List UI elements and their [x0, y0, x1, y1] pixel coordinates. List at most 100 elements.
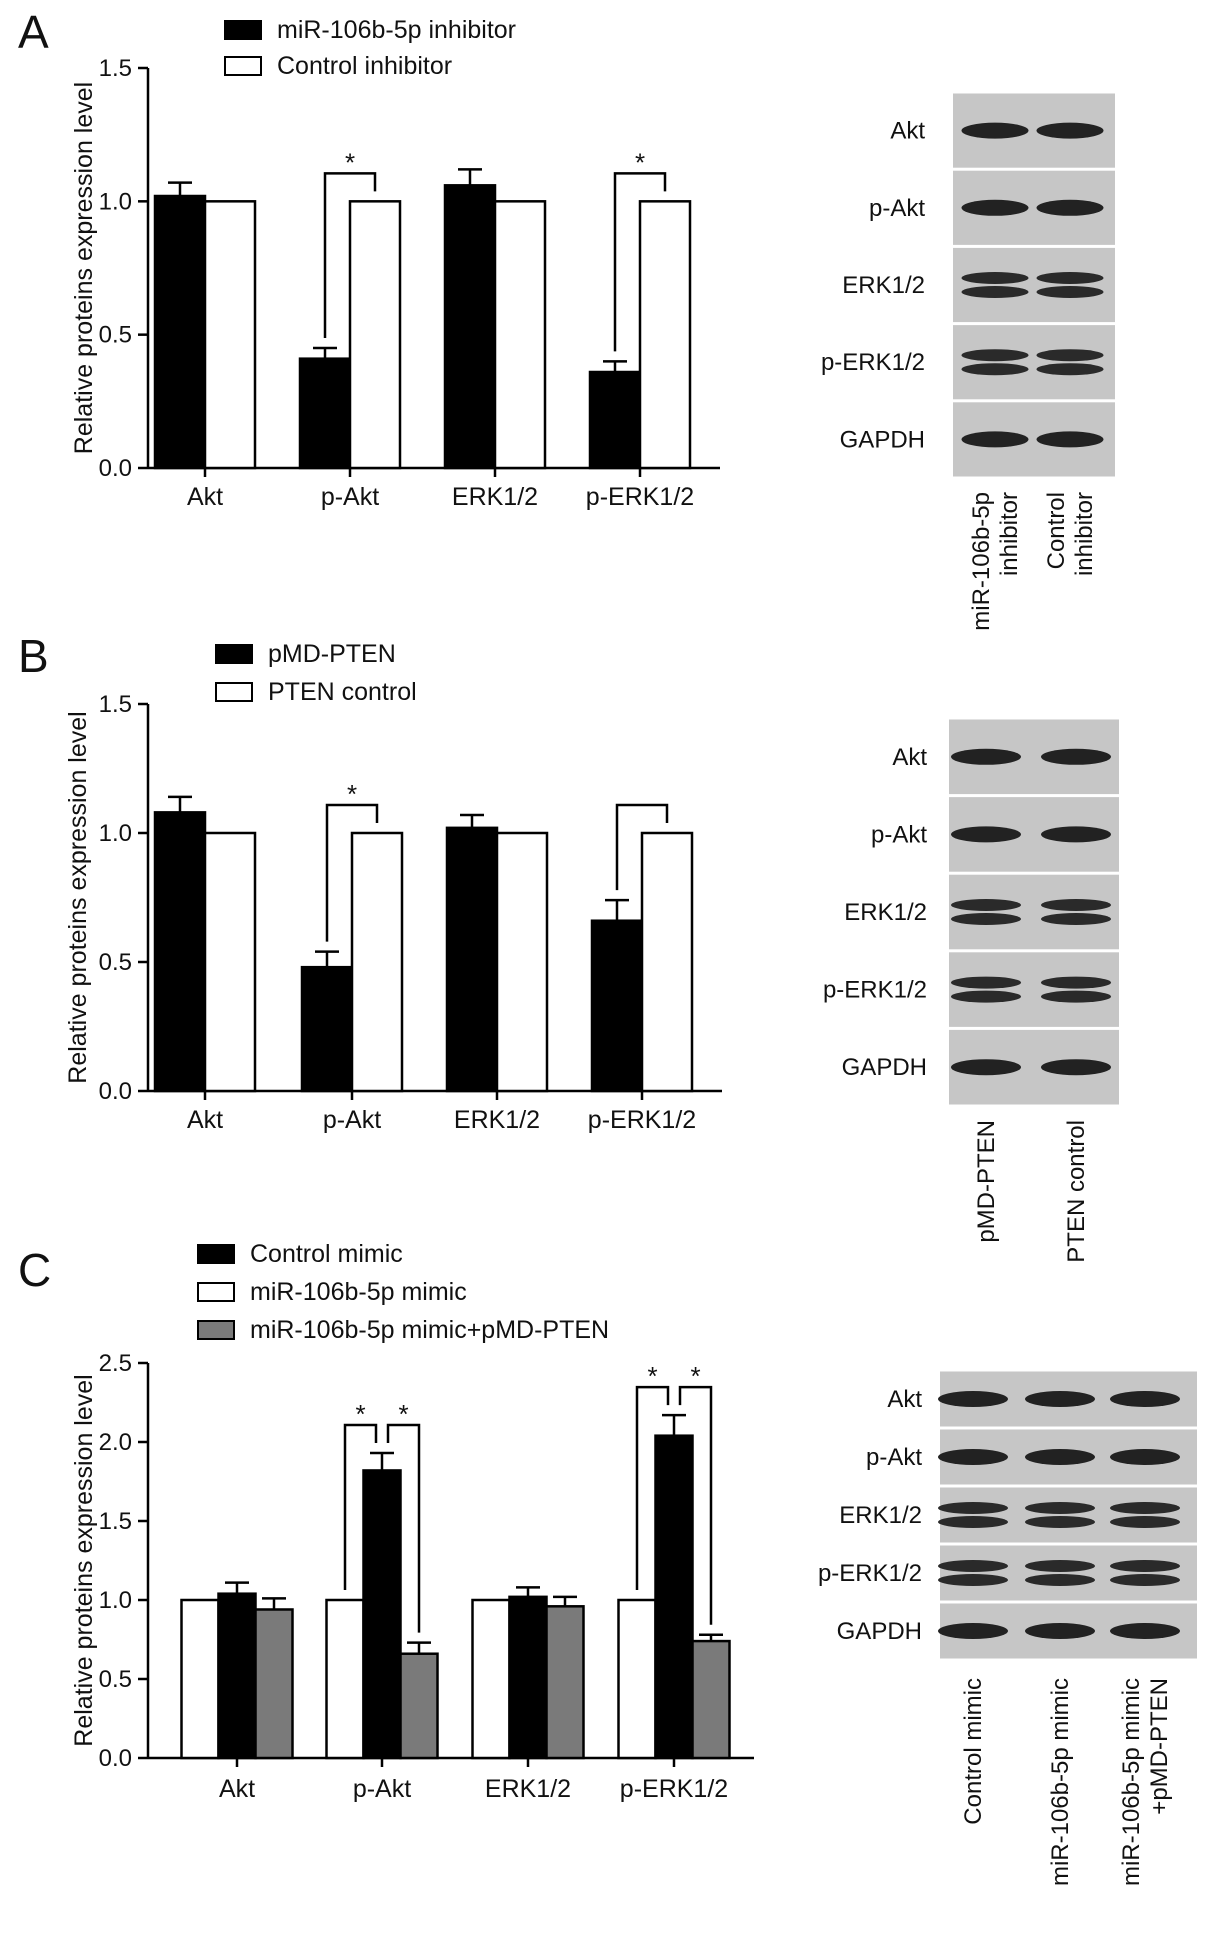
x-tick-label: p-ERK1/2: [586, 483, 694, 511]
blot-band: [1025, 1574, 1095, 1586]
blot-strip: [949, 952, 1119, 1027]
blot-band: [1036, 199, 1104, 216]
blot-band: [1036, 272, 1104, 284]
significance-star: *: [690, 1361, 700, 1391]
blot-row-label: GAPDH: [840, 426, 925, 453]
blot-strip: [949, 874, 1119, 950]
blot-row-label: ERK1/2: [839, 1502, 922, 1529]
y-tick-label: 1.5: [99, 1508, 132, 1535]
blot-band: [951, 976, 1021, 989]
blot-band: [938, 1516, 1008, 1528]
bar: [493, 200, 547, 470]
blot-band: [1110, 1502, 1180, 1514]
bar: [545, 1605, 585, 1760]
bar: [508, 1595, 548, 1760]
blot-band: [1041, 826, 1111, 843]
x-tick-label: Akt: [187, 483, 223, 511]
bar: [350, 831, 404, 1093]
blot-band: [961, 286, 1029, 298]
y-axis-label: Relative proteins expression level: [64, 711, 92, 1083]
blot-band: [1036, 363, 1104, 376]
significance-bracket: [323, 172, 377, 338]
blot-band: [1036, 286, 1104, 298]
blot-row-label: p-Akt: [866, 1444, 922, 1471]
blot-band: [1041, 1059, 1111, 1076]
x-tick-label: Akt: [187, 1106, 223, 1134]
legend-label: miR-106b-5p inhibitor: [277, 16, 516, 44]
legend-label: miR-106b-5p mimic: [250, 1278, 467, 1306]
blot-band: [1041, 899, 1111, 911]
blot-band: [961, 122, 1029, 139]
blot-band: [1110, 1574, 1180, 1586]
blot-row-label: GAPDH: [837, 1618, 922, 1645]
blot-band: [1110, 1623, 1180, 1639]
bar: [640, 831, 694, 1093]
y-tick-label: 0.0: [99, 455, 132, 482]
blot-lane-label: PTEN control: [1063, 1120, 1090, 1263]
blot-lane-label: miR-106b-5p mimic+pMD-PTEN: [1118, 1678, 1173, 1886]
blot-row-label: p-Akt: [871, 821, 927, 848]
blot-band: [1041, 913, 1111, 925]
x-tick-label: p-ERK1/2: [588, 1106, 696, 1134]
x-tick-label: ERK1/2: [452, 483, 538, 511]
y-tick-label: 1.0: [99, 188, 132, 215]
legend-swatch: [215, 644, 253, 664]
blot-band: [1041, 976, 1111, 989]
blot-band: [961, 363, 1029, 376]
legend-label: pMD-PTEN: [268, 640, 396, 668]
significance-bracket: [678, 1385, 713, 1625]
bar: [325, 1598, 365, 1760]
legend-label: Control inhibitor: [277, 52, 452, 80]
panel-letter: B: [18, 630, 49, 682]
bar: [180, 1598, 220, 1760]
legend-label: Control mimic: [250, 1240, 403, 1268]
blot-band: [1041, 990, 1111, 1003]
panel-letter: C: [18, 1244, 51, 1296]
legend-label: PTEN control: [268, 678, 417, 706]
y-tick-label: 1.0: [99, 1587, 132, 1614]
blot-band: [1041, 748, 1111, 765]
blot-band: [1036, 349, 1104, 362]
blot-row-label: Akt: [890, 118, 925, 145]
y-tick-label: 0.0: [99, 1078, 132, 1105]
blot-row-label: p-ERK1/2: [823, 977, 927, 1004]
y-tick-label: 0.5: [99, 322, 132, 349]
panel-letter: A: [18, 6, 49, 58]
blot-band: [938, 1623, 1008, 1639]
bar: [153, 194, 207, 470]
blot-band: [961, 349, 1029, 362]
bar: [362, 1469, 402, 1760]
bar: [300, 965, 354, 1093]
blot-strip: [940, 1545, 1197, 1601]
blot-lane-label: Controlinhibitor: [1043, 492, 1098, 576]
significance-star: *: [647, 1361, 657, 1391]
bar: [588, 370, 642, 470]
y-tick-label: 1.0: [99, 820, 132, 847]
significance-bracket: [343, 1423, 378, 1590]
y-tick-label: 0.5: [99, 949, 132, 976]
blot-strip: [953, 247, 1115, 323]
panel-c: C Control mimic miR-106b-5p mimic miR-106b-…: [18, 1240, 1197, 1886]
bar: [254, 1608, 294, 1760]
blot-band: [951, 913, 1021, 925]
blot-band: [951, 1059, 1021, 1076]
blot-band: [961, 272, 1029, 284]
blot-band: [1110, 1391, 1180, 1407]
blot-band: [1036, 122, 1104, 139]
blot-row-label: p-Akt: [869, 195, 925, 222]
blot-row-label: Akt: [892, 744, 927, 771]
bar: [298, 357, 352, 470]
blot-lane-label: pMD-PTEN: [973, 1120, 1000, 1243]
blot-row-label: ERK1/2: [842, 272, 925, 299]
blot-band: [1025, 1502, 1095, 1514]
blot-lane-label: miR-106b-5pinhibitor: [968, 492, 1023, 631]
blot-band: [1025, 1391, 1095, 1407]
blot-row-label: p-ERK1/2: [818, 1560, 922, 1587]
blot-band: [1110, 1449, 1180, 1465]
blot-strip: [953, 325, 1115, 400]
y-tick-label: 2.0: [99, 1429, 132, 1456]
legend-swatch: [197, 1320, 235, 1340]
x-tick-label: p-Akt: [323, 1106, 381, 1134]
